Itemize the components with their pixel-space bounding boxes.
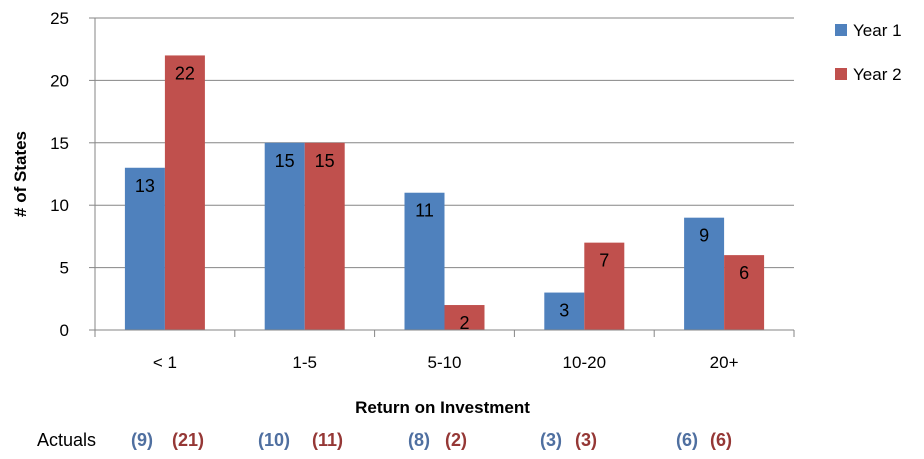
actuals-value: (3)	[575, 430, 597, 450]
y-tick-label: 25	[50, 9, 69, 28]
actuals-label: Actuals	[37, 430, 96, 450]
bar	[684, 217, 725, 330]
axes	[89, 17, 795, 337]
data-label: 13	[135, 176, 155, 196]
data-label: 22	[175, 63, 195, 83]
legend-label: Year 1	[853, 21, 902, 40]
y-tick-label: 20	[50, 71, 69, 90]
bar	[264, 142, 305, 330]
data-label: 15	[275, 151, 295, 171]
data-label: 15	[315, 151, 335, 171]
x-tick-label: < 1	[153, 353, 177, 372]
y-tick-labels: 0 5 10 15 20 25	[50, 9, 69, 340]
legend-swatch	[835, 24, 847, 36]
x-tick-label: 20+	[710, 353, 739, 372]
actuals-value: (3)	[540, 430, 562, 450]
data-label: 7	[599, 251, 609, 271]
y-tick-label: 10	[50, 196, 69, 215]
legend-swatch	[835, 68, 847, 80]
bar	[584, 242, 625, 330]
y-axis-title: # of States	[11, 131, 30, 217]
data-label: 11	[415, 201, 434, 221]
x-tick-label: 5-10	[427, 353, 461, 372]
data-label: 9	[699, 226, 709, 246]
data-label: 2	[459, 313, 469, 333]
bar	[724, 255, 765, 330]
bar	[304, 142, 345, 330]
x-tick-labels: < 1 1-5 5-10 10-20 20+	[153, 353, 739, 372]
bar	[444, 305, 485, 330]
bar	[404, 192, 445, 330]
actuals-row: Actuals (9) (21) (10) (11) (8) (2) (3) (3) (6) (6…	[37, 430, 732, 450]
bars	[124, 55, 765, 330]
bar	[544, 292, 585, 330]
actuals-value: (8)	[408, 430, 430, 450]
x-axis-title: Return on Investment	[355, 398, 530, 417]
x-tick-label: 1-5	[292, 353, 317, 372]
data-labels: 13 22 15 15 11 2 3 7 9 6	[135, 63, 749, 333]
y-tick-label: 5	[60, 259, 69, 278]
data-label: 3	[559, 301, 569, 321]
bar	[124, 167, 165, 330]
x-tick-label: 10-20	[563, 353, 606, 372]
actuals-value: (11)	[312, 430, 343, 450]
legend-label: Year 2	[853, 65, 902, 84]
actuals-value: (10)	[258, 430, 290, 450]
actuals-value: (21)	[172, 430, 204, 450]
bar	[164, 55, 205, 330]
data-label: 6	[739, 263, 749, 283]
legend: Year 1 Year 2	[835, 21, 902, 84]
y-tick-label: 15	[50, 134, 69, 153]
actuals-value: (6)	[710, 430, 732, 450]
actuals-value: (9)	[131, 430, 153, 450]
y-tick-label: 0	[60, 321, 69, 340]
gridlines	[95, 17, 794, 269]
actuals-value: (6)	[676, 430, 698, 450]
actuals-value: (2)	[445, 430, 467, 450]
